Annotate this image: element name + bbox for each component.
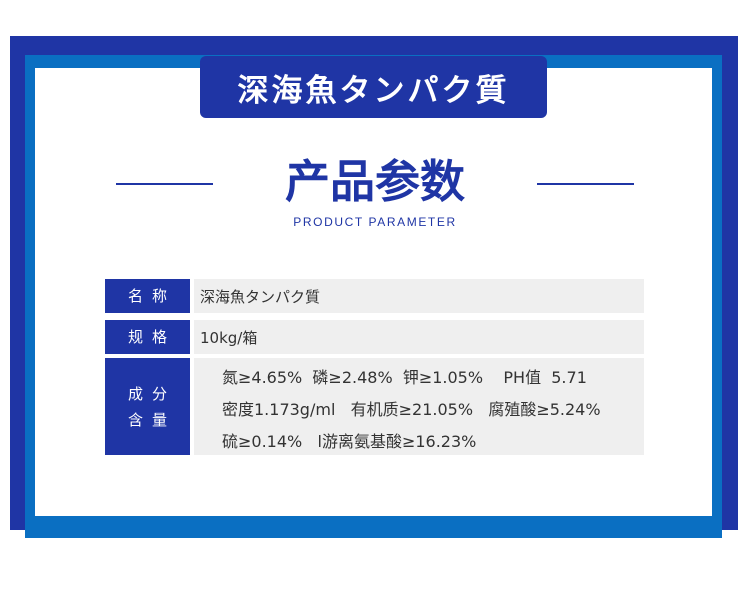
- label-text: 规格: [127, 328, 176, 346]
- right-divider-line: [537, 183, 634, 185]
- label-text-line2: 含量: [127, 410, 176, 429]
- title-badge: 深海魚タンパク質: [200, 56, 547, 118]
- row-label: 规格: [105, 320, 190, 354]
- composition-line: 硫≥0.14% l游离氨基酸≥16.23%: [222, 432, 477, 451]
- composition-values: 氮≥4.65% 磷≥2.48% 钾≥1.05% PH值 5.71 密度1.173…: [194, 358, 644, 455]
- table-row-composition: 成分 含量 氮≥4.65% 磷≥2.48% 钾≥1.05% PH值 5.71 密…: [105, 358, 644, 455]
- title-text: 深海魚タンパク質: [237, 72, 510, 109]
- label-text-line1: 成分: [127, 384, 176, 403]
- row-label: 名称: [105, 279, 190, 313]
- table-row-spec: 规格 10kg/箱: [105, 320, 644, 354]
- row-value: 深海魚タンパク質: [194, 279, 644, 313]
- row-label: 成分 含量: [105, 358, 190, 455]
- label-text: 名称: [127, 287, 176, 305]
- composition-line: 氮≥4.65% 磷≥2.48% 钾≥1.05% PH值 5.71: [222, 368, 587, 387]
- section-heading: 产品参数: [284, 155, 465, 208]
- table-row-name: 名称 深海魚タンパク質: [105, 279, 644, 313]
- composition-line: 密度1.173g/ml 有机质≥21.05% 腐殖酸≥5.24%: [222, 400, 601, 419]
- section-subheading: PRODUCT PARAMETER: [293, 215, 457, 229]
- left-divider-line: [116, 183, 213, 185]
- row-value: 10kg/箱: [194, 320, 644, 354]
